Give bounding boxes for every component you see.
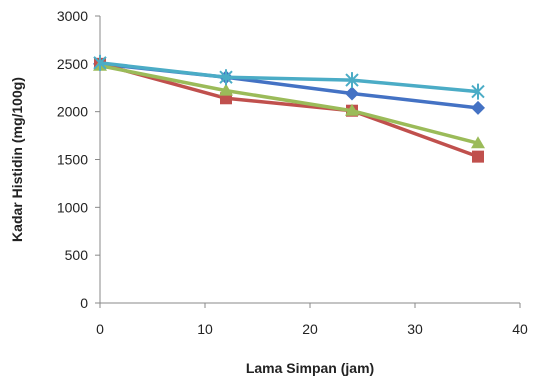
data-point: [471, 83, 485, 100]
x-tick-label: 20: [302, 321, 318, 337]
y-tick-label: 0: [80, 295, 88, 311]
x-axis-ticks: 0 10 20 30 40: [96, 303, 528, 337]
x-axis-label: Lama Simpan (jam): [246, 360, 374, 376]
series-group: [93, 54, 485, 163]
series-3-line: [99, 64, 479, 145]
x-tick-label: 30: [407, 321, 423, 337]
y-tick-label: 1000: [57, 199, 88, 215]
data-point: [345, 86, 359, 101]
x-tick-label: 10: [197, 321, 213, 337]
y-tick-label: 500: [65, 247, 89, 263]
y-tick-label: 1500: [57, 152, 88, 168]
y-tick-label: 3000: [57, 8, 88, 24]
series-2: [94, 57, 484, 163]
data-point: [472, 150, 484, 163]
y-axis-label: Kadar Histidin (mg/100g): [9, 77, 25, 242]
data-point: [471, 100, 485, 115]
series-2-line: [99, 62, 479, 159]
x-tick-label: 40: [512, 321, 528, 337]
y-tick-label: 2500: [57, 56, 88, 72]
y-tick-label: 2000: [57, 104, 88, 120]
data-point: [345, 103, 359, 116]
data-point: [471, 136, 485, 149]
data-point: [219, 83, 233, 96]
series-4-line: [99, 61, 479, 94]
data-point: [219, 69, 233, 86]
series-4: [93, 54, 485, 100]
y-axis-ticks: 0 500 1000 1500 2000 2500 3000: [57, 8, 100, 311]
data-point: [93, 54, 107, 71]
x-tick-label: 0: [96, 321, 104, 337]
data-point: [345, 72, 359, 89]
